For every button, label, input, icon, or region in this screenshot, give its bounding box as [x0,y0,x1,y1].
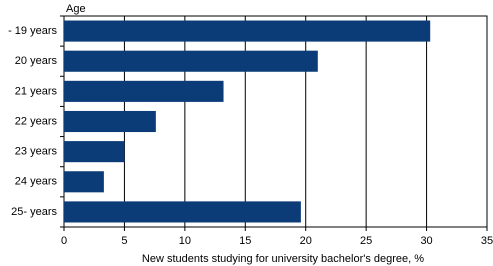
y-tick-label: 22 years [15,115,58,127]
bar [64,80,224,102]
x-tick-label: 35 [481,235,493,247]
bar [64,201,301,223]
y-axis-title: Age [66,3,86,15]
y-tick-label: 20 years [15,55,58,67]
y-tick-label: 25- years [11,206,57,218]
y-tick-label: 24 years [15,176,58,188]
bar [64,141,125,163]
y-tick-label: 21 years [15,85,58,97]
x-tick-label: 0 [61,235,67,247]
x-tick-label: 5 [121,235,127,247]
x-tick-label: 30 [420,235,432,247]
x-tick-label: 25 [360,235,372,247]
x-tick-label: 20 [300,235,312,247]
x-axis-title: New students studying for university bac… [142,253,424,265]
bar [64,171,104,193]
bar [64,110,156,133]
bar [64,50,318,72]
x-tick-label: 10 [179,235,191,247]
y-tick-label: - 19 years [8,25,57,37]
y-tick-label: 23 years [15,146,58,158]
x-tick-label: 15 [239,235,251,247]
bar [64,20,431,42]
